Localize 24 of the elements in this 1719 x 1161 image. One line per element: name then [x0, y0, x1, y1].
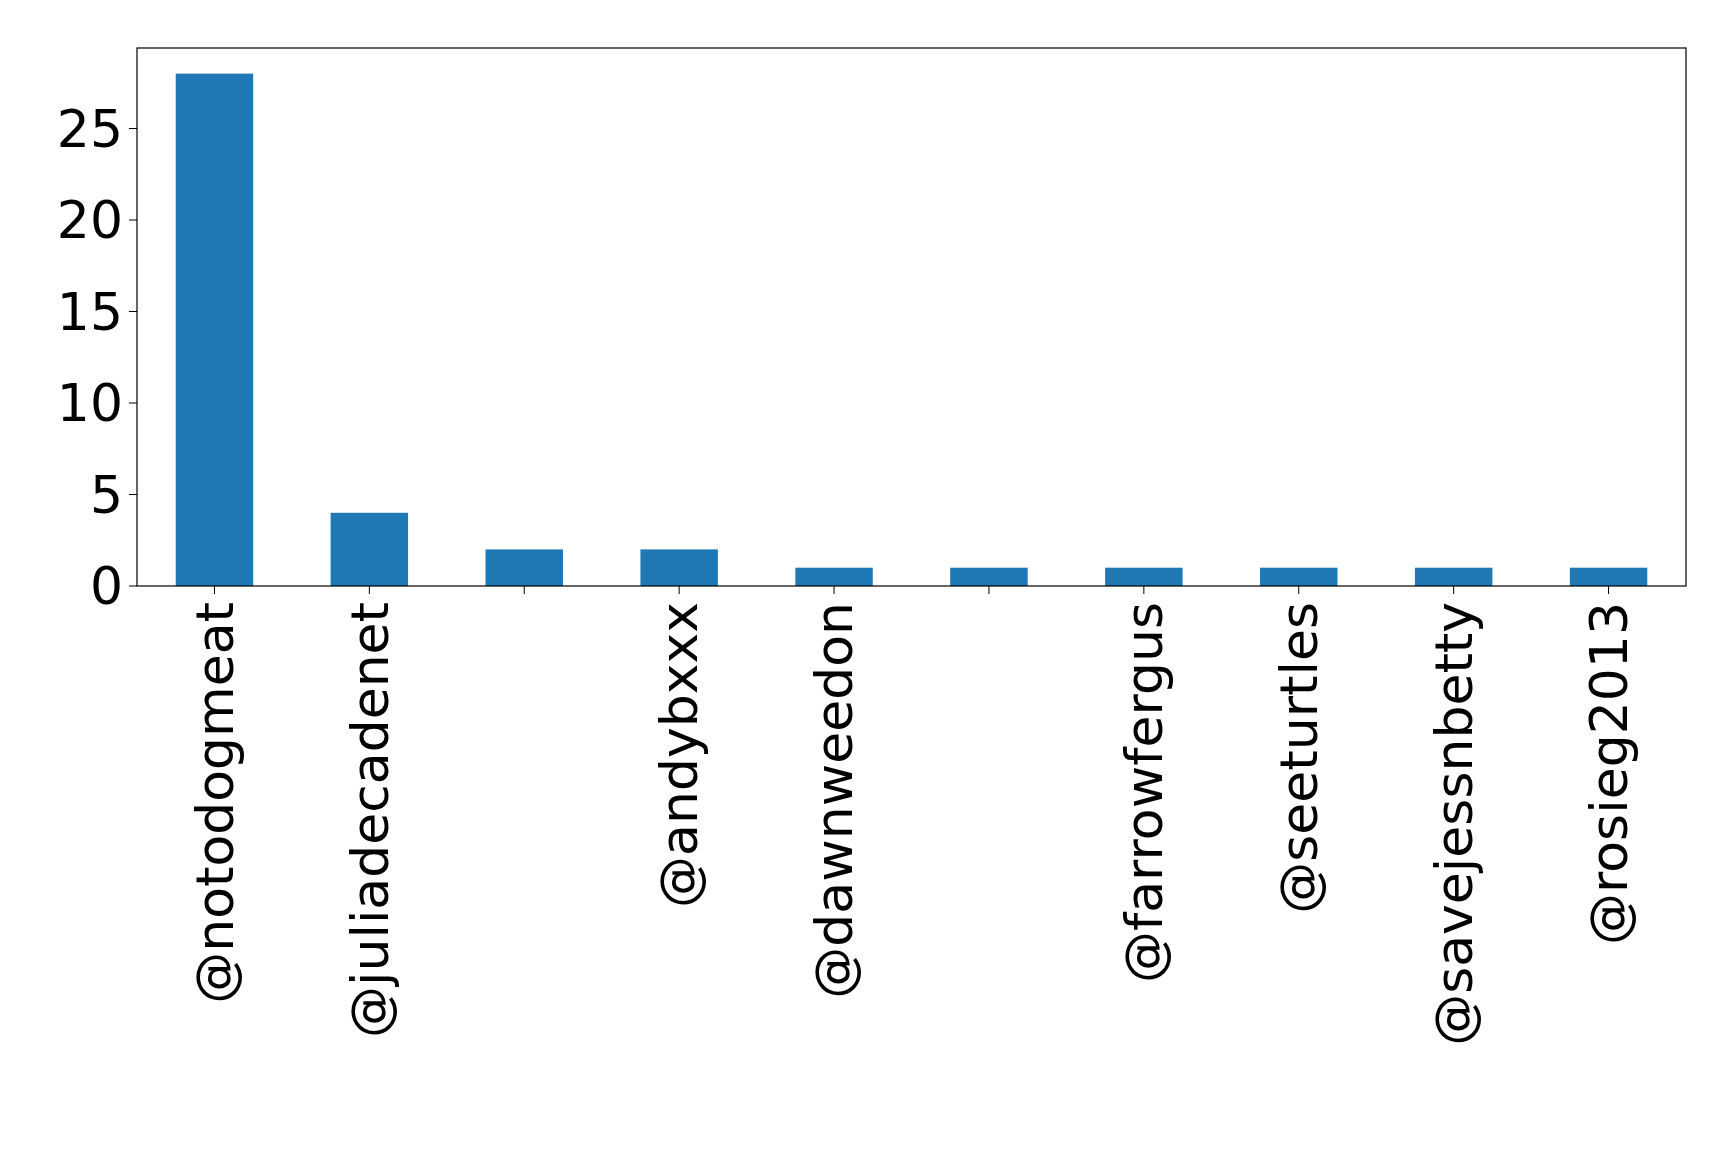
- bar: [1105, 567, 1183, 586]
- x-tick-label: @rosieg2013: [1578, 602, 1639, 945]
- x-tick-label: @juliadecadenet: [339, 602, 400, 1038]
- bar: [1569, 567, 1648, 586]
- bar: [950, 567, 1028, 586]
- x-tick-label: @farrowfergus: [1114, 602, 1175, 984]
- bar: [1260, 567, 1338, 586]
- y-tick-label: 5: [89, 464, 123, 525]
- x-tick-label: @savejessnbetty: [1423, 602, 1484, 1046]
- bar: [330, 512, 409, 586]
- bar: [795, 567, 873, 586]
- bar: [175, 73, 254, 586]
- y-tick-label: 25: [56, 98, 123, 159]
- bar: [485, 549, 563, 586]
- x-tick-label: @dawnweedon: [804, 602, 865, 999]
- x-tick-label: @notodogmeat: [184, 602, 245, 1004]
- y-tick-label: 0: [89, 556, 123, 617]
- x-tick-label: @seeturtles: [1268, 602, 1329, 914]
- y-tick-label: 10: [56, 373, 123, 434]
- y-tick-label: 20: [56, 190, 123, 251]
- x-tick-label: @andybxxx: [649, 602, 710, 908]
- bar: [640, 549, 718, 586]
- y-tick-label: 15: [56, 281, 123, 342]
- bar: [1414, 567, 1493, 586]
